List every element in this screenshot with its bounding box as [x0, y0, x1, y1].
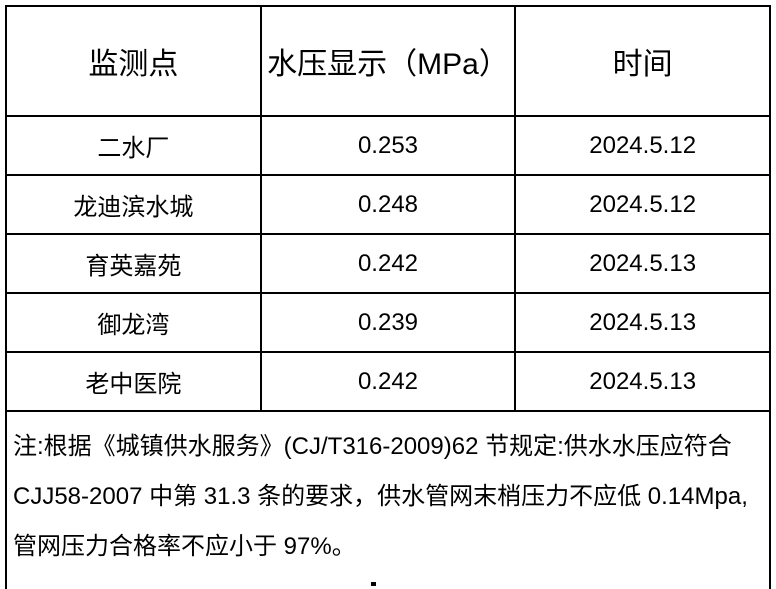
water-pressure-table: 监测点 水压显示（MPa） 时间 二水厂 0.253 2024.5.12 龙迪滨… — [5, 5, 771, 589]
cell-point: 二水厂 — [5, 115, 262, 176]
table-row: 老中医院 0.242 2024.5.13 — [5, 351, 771, 412]
cell-date: 2024.5.13 — [514, 292, 771, 353]
cell-pressure: 0.248 — [259, 174, 517, 235]
table-row: 育英嘉苑 0.242 2024.5.13 — [5, 233, 771, 294]
note-row: 注:根据《城镇供水服务》(CJ/T316-2009)62 节规定:供水水压应符合… — [5, 410, 771, 589]
note-line: CJJ58-2007 中第 31.3 条的要求，供水管网末梢压力不应低 0.14… — [13, 483, 748, 510]
cell-pressure: 0.253 — [259, 115, 517, 176]
cell-date: 2024.5.12 — [514, 115, 771, 176]
table-header: 监测点 水压显示（MPa） 时间 — [5, 5, 771, 117]
stray-mark — [371, 582, 376, 586]
note-line: 管网压力合格率不应小于 97%。 — [13, 533, 356, 560]
col-header-time: 时间 — [514, 5, 771, 117]
cell-pressure: 0.239 — [259, 292, 517, 353]
table-note: 注:根据《城镇供水服务》(CJ/T316-2009)62 节规定:供水水压应符合… — [5, 410, 771, 589]
col-header-monitoring-point: 监测点 — [5, 5, 262, 117]
cell-date: 2024.5.12 — [514, 174, 771, 235]
table-row: 龙迪滨水城 0.248 2024.5.12 — [5, 174, 771, 235]
cell-date: 2024.5.13 — [514, 233, 771, 294]
cell-point: 育英嘉苑 — [5, 233, 262, 294]
table-row: 二水厂 0.253 2024.5.12 — [5, 115, 771, 176]
cell-point: 老中医院 — [5, 351, 262, 412]
col-header-pressure: 水压显示（MPa） — [259, 5, 517, 117]
note-line: 注:根据《城镇供水服务》(CJ/T316-2009)62 节规定:供水水压应符合 — [13, 433, 732, 460]
cell-point: 龙迪滨水城 — [5, 174, 262, 235]
cell-point: 御龙湾 — [5, 292, 262, 353]
cell-date: 2024.5.13 — [514, 351, 771, 412]
table-row: 御龙湾 0.239 2024.5.13 — [5, 292, 771, 353]
cell-pressure: 0.242 — [259, 351, 517, 412]
table-body: 二水厂 0.253 2024.5.12 龙迪滨水城 0.248 2024.5.1… — [5, 115, 771, 589]
cell-pressure: 0.242 — [259, 233, 517, 294]
header-row: 监测点 水压显示（MPa） 时间 — [5, 5, 771, 117]
